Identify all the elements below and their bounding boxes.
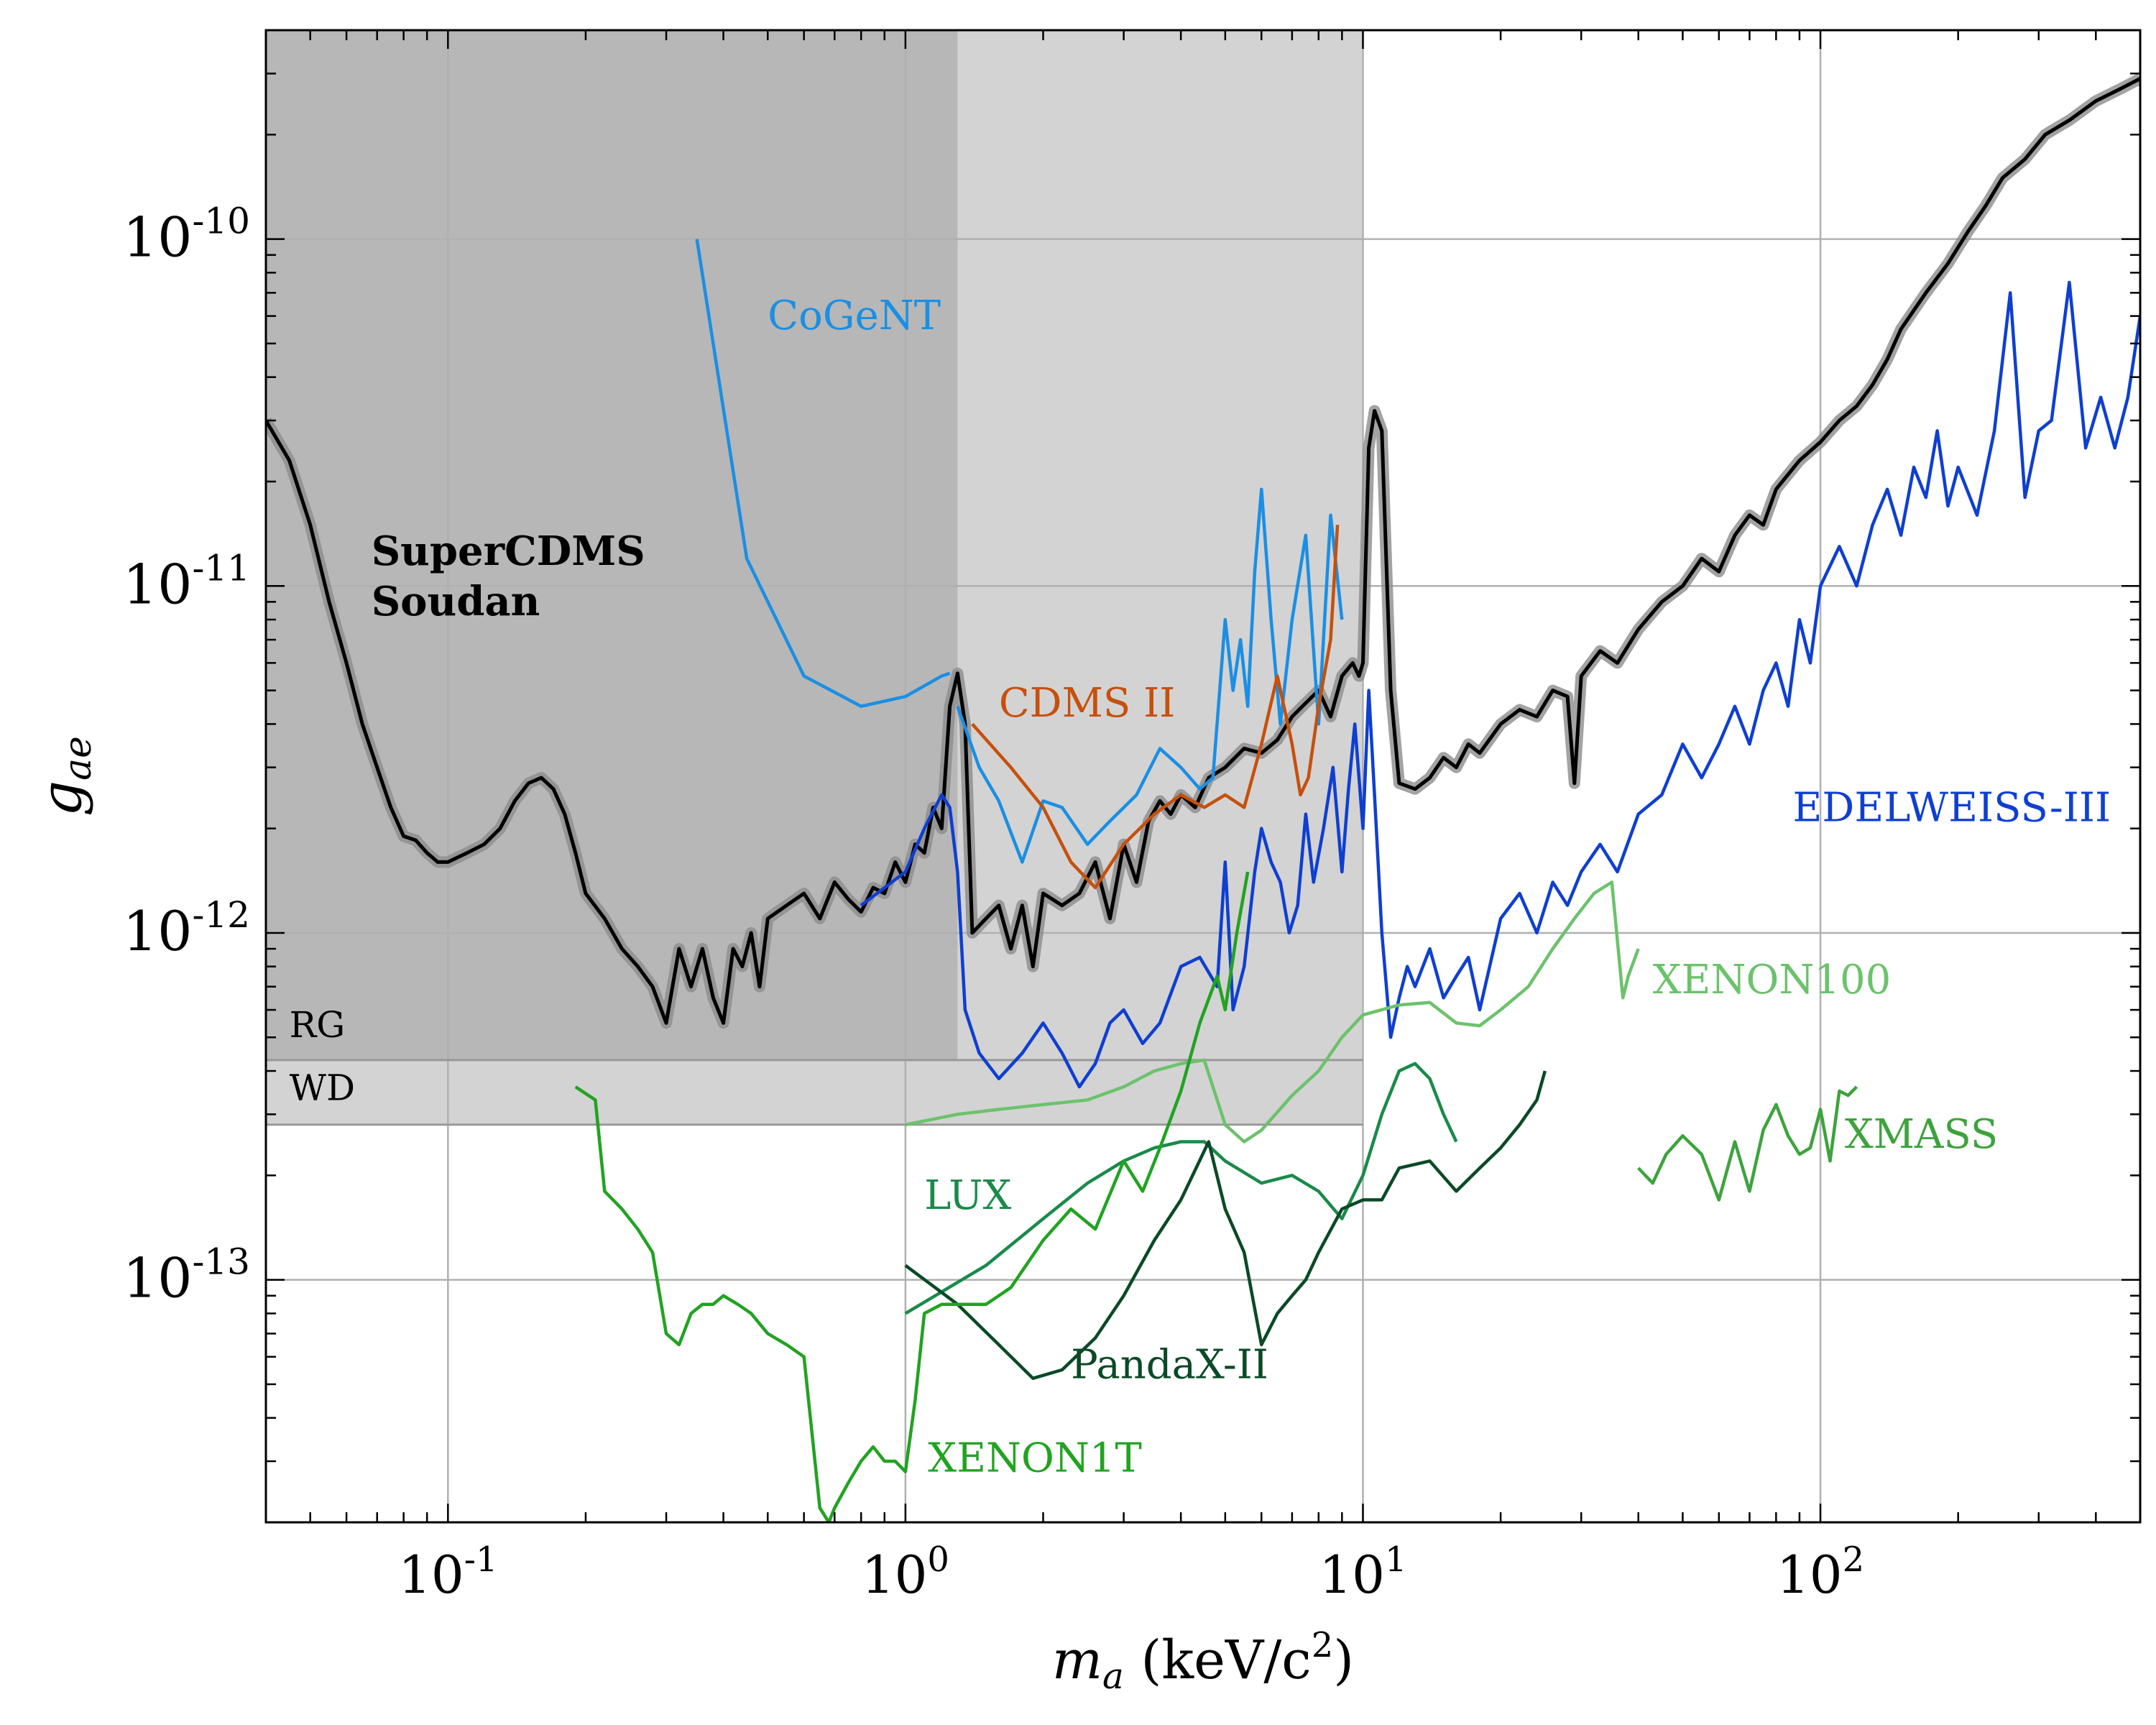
y-tick-exponent: -11 [192, 547, 250, 589]
y-tick-base: 10 [123, 206, 193, 270]
bound-label-wd: WD [290, 1067, 355, 1108]
y-tick-base: 10 [123, 552, 193, 616]
cdms-ii-line [971, 525, 1340, 890]
x-tick-label: 102 [1777, 1540, 1864, 1605]
y-axis-symbol: g [29, 781, 94, 816]
y-tick-label: 10-11 [123, 547, 250, 616]
x-tick-label: 101 [1319, 1540, 1406, 1605]
y-tick-label: 10-10 [123, 201, 250, 270]
y-tick-exponent: -10 [192, 201, 250, 242]
x-tick-base: 10 [862, 1545, 928, 1605]
astrophysical-bounds [266, 1059, 1363, 1126]
edelweiss-iii-line [860, 280, 2140, 1089]
x-axis-unit-exponent: 2 [1312, 1625, 1334, 1665]
supercdms-soudan-label: Soudan [372, 578, 540, 625]
pandax-ii-label: PandaX-II [1071, 1342, 1268, 1389]
x-axis-unit-close: ) [1333, 1629, 1354, 1691]
y-tick-exponent: -12 [192, 894, 250, 936]
y-tick-exponent: -13 [192, 1241, 250, 1283]
x-tick-exponent: 0 [927, 1540, 949, 1580]
xenon100-line [905, 880, 1640, 1144]
axis-ticks [264, 29, 2142, 1524]
cdms-ii-label: CDMS II [999, 680, 1176, 727]
y-axis-title: gae [29, 736, 100, 816]
x-tick-exponent: 2 [1843, 1540, 1865, 1580]
x-tick-base: 10 [398, 1545, 464, 1605]
x-tick-exponent: -1 [464, 1540, 498, 1580]
x-axis-title: ma (keV/c2) [1052, 1625, 1354, 1697]
plot-frame [264, 29, 2142, 1524]
cogent-label: CoGeNT [768, 293, 941, 339]
y-tick-base: 10 [123, 899, 193, 963]
x-tick-label: 100 [862, 1540, 949, 1605]
xenon1t-line [574, 871, 1250, 1522]
cogent-line [695, 239, 951, 708]
cogent-high-mass-line [956, 487, 1344, 864]
y-axis-subscript: ae [57, 736, 100, 781]
x-tick-exponent: 1 [1385, 1540, 1407, 1580]
x-axis-unit: (keV/c [1124, 1629, 1312, 1691]
excluded-regions [266, 30, 1363, 1125]
light-excluded-region [957, 30, 1363, 1060]
xmass-line [1637, 1085, 1858, 1202]
xenon1t-label: XENON1T [928, 1435, 1142, 1481]
pandax-ii-line [904, 1070, 1547, 1380]
x-tick-base: 10 [1777, 1545, 1843, 1605]
grid-lines [266, 30, 2140, 1522]
lux-label: LUX [924, 1172, 1011, 1219]
supercdms-soudan-label: SuperCDMS [372, 528, 645, 575]
edelweiss-iii-label: EDELWEISS-III [1793, 784, 2111, 831]
lux-line [904, 1062, 1458, 1315]
x-tick-label: 10-1 [398, 1540, 497, 1605]
y-tick-base: 10 [123, 1246, 193, 1310]
wd-band [266, 1059, 1363, 1125]
xenon100-label: XENON100 [1653, 957, 1892, 1003]
x-axis-symbol: m [1052, 1629, 1102, 1691]
xmass-label: XMASS [1845, 1111, 1998, 1158]
bound-label-rg: RG [290, 1004, 346, 1046]
x-axis-subscript: a [1102, 1655, 1124, 1697]
data-series [266, 73, 2140, 1522]
y-tick-label: 10-13 [123, 1241, 250, 1310]
y-tick-label: 10-12 [123, 894, 250, 963]
x-tick-base: 10 [1319, 1545, 1385, 1605]
